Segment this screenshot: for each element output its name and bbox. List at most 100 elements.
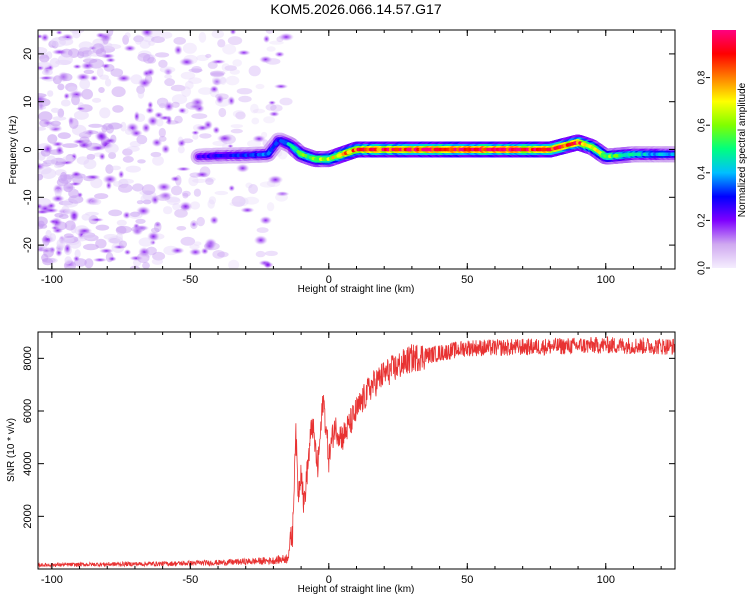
- noise-speckle: [95, 224, 110, 231]
- noise-speckle: [151, 258, 163, 265]
- noise-speckle: [232, 59, 242, 67]
- noise-speckle: [102, 174, 118, 185]
- noise-speckle: [265, 30, 274, 34]
- noise-speckle: [135, 218, 146, 224]
- noise-speckle: [231, 195, 246, 207]
- noise-speckle: [104, 78, 112, 87]
- noise-speckle: [101, 63, 111, 69]
- noise-speckle: [250, 103, 259, 114]
- noise-speckle: [215, 94, 224, 105]
- noise-speckle: [207, 199, 215, 209]
- noise-speckle: [203, 241, 216, 251]
- noise-speckle: [138, 246, 151, 258]
- noise-speckle: [182, 42, 197, 54]
- noise-speckle: [185, 101, 201, 110]
- spectrogram-xtick-label: 100: [597, 274, 615, 286]
- noise-speckle: [222, 44, 237, 55]
- noise-speckle: [255, 83, 265, 90]
- noise-speckle: [227, 96, 236, 106]
- noise-speckle: [239, 197, 249, 207]
- noise-speckle: [123, 249, 132, 256]
- noise-speckle: [177, 107, 187, 114]
- noise-speckle: [120, 121, 127, 132]
- noise-speckle: [259, 55, 273, 64]
- noise-speckle: [64, 220, 76, 231]
- noise-speckle: [70, 170, 82, 178]
- noise-speckle: [38, 209, 50, 215]
- noise-speckle: [171, 94, 188, 105]
- noise-speckle: [133, 35, 145, 43]
- noise-speckle: [107, 236, 124, 244]
- noise-speckle: [137, 77, 152, 89]
- noise-speckle: [190, 221, 197, 228]
- noise-speckle: [38, 173, 43, 181]
- noise-speckle: [61, 73, 73, 82]
- noise-speckle: [105, 43, 122, 50]
- noise-speckle: [142, 199, 152, 205]
- noise-speckle: [221, 63, 230, 72]
- noise-speckle: [83, 158, 97, 170]
- noise-speckle: [265, 58, 281, 65]
- noise-speckle: [55, 59, 72, 66]
- noise-speckle: [195, 171, 209, 178]
- noise-speckle: [275, 192, 288, 202]
- noise-speckle: [189, 244, 200, 250]
- noise-speckle: [63, 243, 72, 255]
- noise-speckle: [190, 220, 198, 230]
- noise-speckle: [47, 134, 58, 144]
- noise-speckle: [211, 77, 223, 86]
- noise-speckle: [96, 67, 104, 78]
- noise-speckle: [38, 61, 52, 68]
- noise-speckle: [110, 165, 121, 171]
- noise-speckle: [148, 40, 155, 46]
- noise-speckle: [38, 111, 53, 122]
- noise-speckle: [155, 118, 164, 127]
- noise-speckle: [104, 143, 119, 154]
- noise-speckle: [95, 48, 107, 57]
- noise-speckle: [259, 216, 273, 225]
- noise-speckle: [190, 97, 205, 109]
- noise-speckle: [122, 156, 134, 163]
- noise-speckle: [99, 107, 111, 119]
- noise-speckle: [170, 84, 186, 92]
- colorbar-label: Normalized spectral amplitude: [737, 82, 748, 217]
- noise-speckle: [38, 93, 47, 98]
- spectrogram-signal-band: [190, 132, 675, 168]
- noise-speckle: [229, 201, 245, 207]
- noise-speckle: [38, 75, 54, 81]
- noise-speckle: [154, 221, 162, 228]
- noise-speckle: [161, 144, 171, 155]
- noise-speckle: [264, 250, 278, 256]
- noise-speckle: [215, 93, 229, 100]
- snr-ylabel: SNR (10 * v/v): [6, 418, 17, 482]
- noise-speckle: [46, 155, 57, 166]
- noise-speckle: [140, 30, 154, 38]
- noise-speckle: [139, 39, 151, 49]
- noise-speckle: [212, 250, 225, 259]
- noise-speckle: [38, 105, 47, 110]
- noise-speckle: [41, 253, 49, 262]
- noise-speckle: [47, 90, 54, 97]
- noise-speckle: [193, 241, 202, 246]
- noise-speckle: [176, 166, 191, 172]
- noise-speckle: [57, 132, 71, 140]
- noise-speckle: [133, 259, 142, 267]
- noise-speckle: [151, 138, 163, 148]
- noise-speckle: [210, 59, 226, 65]
- noise-speckle: [130, 211, 140, 218]
- noise-speckle: [39, 119, 50, 127]
- noise-speckle: [77, 192, 83, 198]
- noise-speckle: [158, 136, 167, 142]
- noise-speckle: [262, 34, 271, 44]
- snr-xtick-label: -100: [41, 574, 63, 586]
- noise-speckle: [122, 34, 129, 45]
- noise-speckle: [131, 226, 144, 236]
- noise-speckle: [172, 202, 181, 211]
- noise-speckle: [56, 243, 64, 252]
- noise-speckle: [237, 49, 251, 56]
- noise-speckle: [62, 155, 75, 162]
- noise-speckle: [248, 184, 258, 194]
- noise-speckle: [265, 103, 277, 111]
- noise-speckle: [235, 163, 250, 173]
- noise-speckle: [71, 94, 80, 106]
